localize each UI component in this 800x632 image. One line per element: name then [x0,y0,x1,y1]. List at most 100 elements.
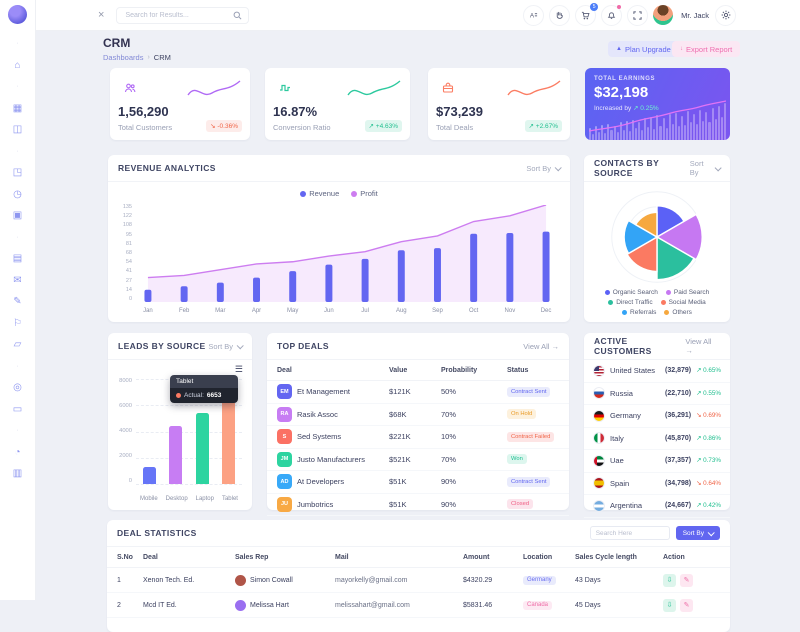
history-icon[interactable]: ◷ [13,188,22,200]
earnings-bar [589,128,592,140]
cards-icon[interactable]: ▤ [12,253,23,265]
translate-icon[interactable]: A [523,4,545,26]
user-avatar[interactable] [653,5,674,25]
edit-action-button[interactable]: ✎ [680,573,693,587]
view-all-link[interactable]: View All → [685,337,712,355]
legend-item[interactable]: Others [664,309,692,316]
month-label: Dec [540,308,552,314]
breadcrumb-dashboards[interactable]: Dashboards [103,53,144,62]
deal-probability: 90% [441,477,457,487]
plan-upgrade-button[interactable]: ▲ Plan Upgrade [608,41,679,57]
earnings-bar [723,103,726,140]
customer-row[interactable]: Italy (45,870) ↗ 0.86% [584,428,730,450]
customer-row[interactable]: Argentina (24,667) ↗ 0.42% [584,495,730,518]
stat-card-total-deals: $73,239 Total Deals ↗ +2.67% [428,68,570,140]
wallet-icon[interactable]: ▥ [12,468,23,480]
explore-icon[interactable]: ◎ [13,382,22,394]
earnings-bar [708,122,711,140]
rose-slice [634,211,658,239]
month-label: Sep [432,308,443,314]
table-row[interactable]: RA Rasik Assoc $68K 70% On Hold [267,404,569,426]
category-label: Laptop [195,496,214,502]
earnings-bar [592,133,595,140]
customer-row[interactable]: Uae (37,357) ↗ 0.73% [584,450,730,473]
export-report-button[interactable]: ↓ Export Report [672,41,741,57]
legend-dot [622,310,628,315]
table-row[interactable]: EM Et Management $121K 50% Contract Sent [267,381,569,404]
pin-icon[interactable]: ⚐ [13,317,22,329]
table-row[interactable]: JU Jumbotrics $51K 90% Closed [267,494,569,516]
briefcase-icon [436,76,460,100]
legend-item[interactable]: Profit [351,189,378,198]
y-tick: 27 [125,277,132,284]
earnings-bar [595,126,598,140]
legend-item[interactable]: Referrals [622,309,656,316]
briefcase-icon[interactable]: ◳ [12,167,23,179]
table-row[interactable]: JM Justo Manufacturers $521K 70% Won [267,449,569,471]
revenue-analytics-panel: REVENUE ANALYTICS Sort By Revenue Profit … [108,155,570,322]
sort-by-dropdown[interactable]: Sort By [690,159,722,177]
search-input[interactable] [123,10,234,20]
customer-row[interactable]: Spain (34,798) ↘ 0.64% [584,473,730,495]
edit-action-button[interactable]: ✎ [680,598,693,612]
earnings-bar [638,121,641,140]
sales-rep-cell: Melissa Hart [235,599,335,611]
legend-item[interactable]: Direct Traffic [608,299,653,306]
legend-item[interactable]: Social Media [660,299,706,306]
edit-icon[interactable]: ✎ [13,296,22,308]
download-action-button[interactable]: ⇩ [663,573,676,587]
fullscreen-icon[interactable] [627,4,649,26]
user-name[interactable]: Mr. Jack [681,10,709,20]
sort-by-dropdown[interactable]: Sort By [208,342,244,351]
app-logo[interactable] [8,5,27,24]
chart-icon[interactable]: ◔ [14,446,21,458]
archive-icon[interactable]: ▭ [12,403,23,415]
legend-item[interactable]: Paid Search [665,289,709,296]
deal-name: At Developers [297,477,345,487]
column-header: Location [523,553,553,561]
view-all-link[interactable]: View All → [523,341,559,351]
table-header: S.No Deal Sales Rep Mail Amount Location Sales… [107,547,730,568]
gear-icon[interactable] [715,4,736,26]
legend-item[interactable]: Revenue [300,189,339,198]
table-row[interactable]: AD At Developers $51K 90% Contract Sent [267,471,569,494]
users-icon [118,76,142,100]
country-name: Germany [610,411,641,421]
apps-grid-icon[interactable]: ▦ [12,102,23,114]
shipping-icon[interactable]: ▱ [13,339,22,351]
gridline [136,405,242,407]
home-icon[interactable]: ⌂ [14,59,21,71]
sort-by-button[interactable]: Sort By [675,526,720,540]
customer-row[interactable]: Russia (22,710) ↗ 0.55% [584,383,730,405]
stat-value: 16.87% [273,104,318,119]
month-label: Aug [395,308,407,314]
table-row[interactable]: S Sed Systems $221K 10% Contract Failed [267,426,569,449]
column-header: Deal [277,366,292,374]
customer-row[interactable]: Germany (36,291) ↘ 0.69% [584,405,730,428]
deal-value: $521K [389,454,411,464]
earnings-bar [659,125,662,140]
sort-by-dropdown[interactable]: Sort By [526,164,562,173]
gridline [136,457,242,459]
deal-name: Xenon Tech. Ed. [143,576,195,584]
widgets-icon[interactable]: ◫ [12,124,23,136]
mail-icon[interactable]: ✉ [13,274,22,286]
download-action-button[interactable]: ⇩ [663,598,676,612]
svg-text:A: A [530,12,535,19]
sales-rep-cell: Simon Cowall [235,574,335,586]
earnings-delta: ↗ 0.25% [633,105,659,112]
chart-menu-icon[interactable]: ☰ [234,364,243,374]
legend-item[interactable]: Organic Search [604,289,658,296]
close-icon[interactable]: × [98,8,105,21]
lead-bar [142,466,156,484]
bell-icon[interactable] [601,4,623,26]
y-axis-labels: 8000 6000 4000 2000 0 [116,378,136,484]
legend-dot [660,300,666,305]
table-search-input[interactable] [589,526,670,540]
hand-gesture-icon[interactable] [549,4,571,26]
table-row[interactable]: 2 Mcd IT Ed. Melissa Hart melissahart@gmail… [107,593,730,618]
table-row[interactable]: 1 Xenon Tech. Ed. Simon Cowall mayorkelly@g… [107,568,730,593]
cart-icon[interactable]: 5 [575,2,599,26]
customer-row[interactable]: United States (32,879) ↗ 0.65% [584,360,730,383]
media-icon[interactable]: ▣ [12,210,23,222]
